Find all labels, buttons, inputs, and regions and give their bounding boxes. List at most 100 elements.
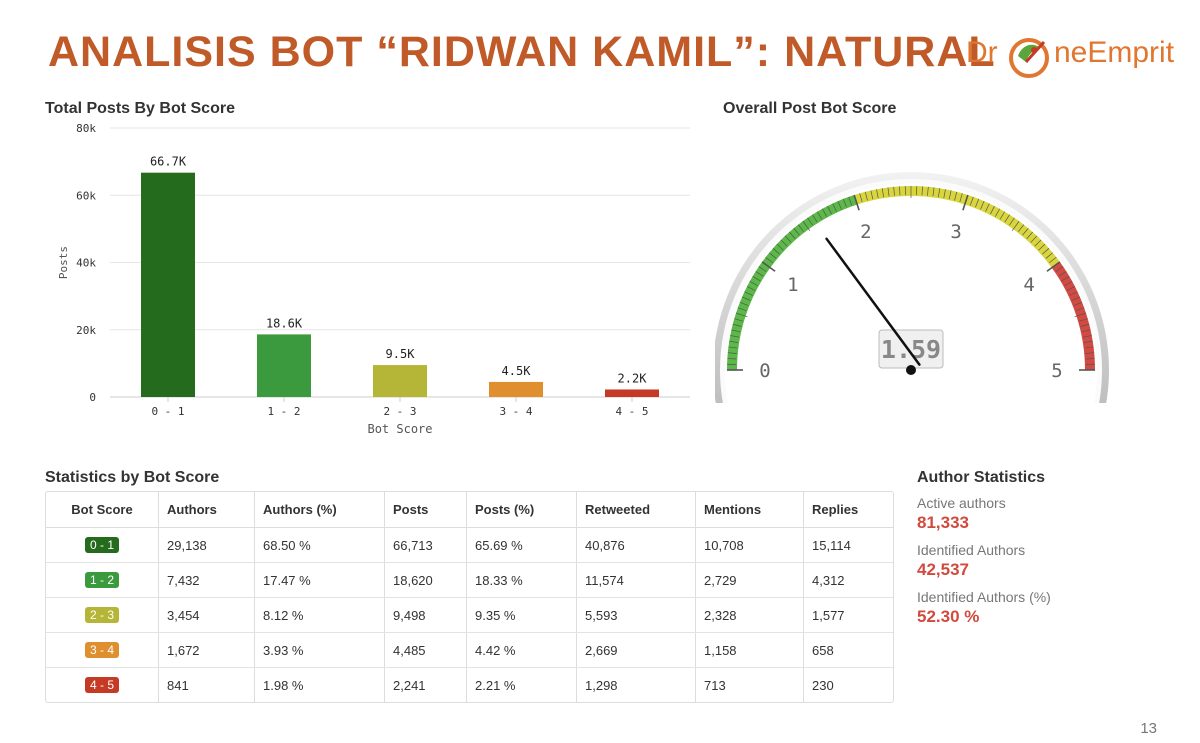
table-cell: 15,114 [803,527,893,563]
col-retweeted[interactable]: Retweeted [576,492,696,528]
gauge-tick [842,198,847,208]
gauge-tick [1069,291,1078,296]
gauge-tick [769,252,777,259]
gauge-tick-label: 3 [950,221,961,243]
gauge-value-label: 1.59 [881,335,941,364]
gauge-tick [954,191,958,201]
logo-suffix: neEmprit [1054,36,1175,69]
gauge-tick [1049,256,1057,264]
stat-value: 52.30 % [917,607,980,626]
x-axis-title: Bot Score [367,422,432,436]
gauge-tick [1071,296,1081,301]
gauge-tick [1042,248,1050,255]
gauge-tick [758,266,767,272]
gauge-tick [1073,301,1083,306]
table-cell: 17.47 % [254,562,385,598]
table-cell: 18,620 [384,562,467,598]
gauge-tick [822,208,827,217]
gauge-tick-label: 1 [787,274,798,296]
gauge-tick [827,205,832,215]
gauge-tick [744,291,753,296]
table-header-row: Bot Score Authors Authors (%) Posts Post… [46,492,893,528]
y-tick-label: 0 [89,391,96,404]
y-axis-title: Posts [57,246,70,279]
table-cell: 9.35 % [466,597,577,633]
bar-data-label: 18.6K [266,316,303,330]
col-bot-score[interactable]: Bot Score [46,492,159,528]
gauge-tick [932,187,935,197]
gauge-tick [899,186,901,196]
stat-value: 81,333 [917,513,969,532]
table-cell: 9,498 [384,597,467,633]
gauge-tick [730,335,740,338]
table-cell: 2,241 [384,667,467,702]
gauge-tick [864,191,868,201]
gauge-tick [876,189,879,199]
table-cell: 5,593 [576,597,696,633]
gauge-tick [927,186,929,196]
bar [141,172,195,397]
gauge-tick [793,228,800,236]
table-cell: 68.50 % [254,527,385,563]
col-authors-pct[interactable]: Authors (%) [254,492,385,528]
table-cell: 841 [158,667,255,702]
gauge-tick-label: 5 [1051,360,1062,382]
gauge-tick [938,188,941,198]
gauge-tick [746,286,756,291]
gauge-tick [893,186,895,196]
table-row: 3 - 4 1,672 3.93 % 4,485 4.42 % 2,669 1,158 658 [46,632,893,668]
gauge-tick [962,194,969,211]
gauge-tick [735,312,748,318]
table-cell: 7,432 [158,562,255,598]
table-row: 1 - 2 7,432 17.47 % 18,620 18.33 % 11,574 2,72… [46,562,893,598]
col-mentions[interactable]: Mentions [695,492,804,528]
gauge-tick [731,329,741,333]
stat-label: Active authors [917,495,1006,511]
slide-title: ANALISIS BOT “RIDWAN KAMIL”: NATURAL [48,28,996,76]
table-row: 4 - 5 841 1.98 % 2,241 2.21 % 1,298 713 230 [46,667,893,702]
gauge-tick [980,200,985,210]
col-posts[interactable]: Posts [384,492,467,528]
gauge-tick [1017,224,1025,232]
col-replies[interactable]: Replies [803,492,893,528]
table-cell: 29,138 [158,527,255,563]
bot-score-badge: 0 - 1 [84,537,119,553]
gauge-tick [729,340,739,343]
gauge-tick [797,224,805,232]
bot-score-cell: 0 - 1 [46,527,159,563]
gauge-tick [948,190,952,200]
x-tick-label: 0 - 1 [151,405,184,418]
gauge-tick [1009,217,1015,226]
table-cell: 713 [695,667,804,702]
bar-data-label: 9.5K [386,347,416,361]
table-cell: 10,708 [695,527,804,563]
gauge-tick [1026,231,1033,239]
table-cell: 1.98 % [254,667,385,702]
gauge-tick [1081,329,1091,333]
gauge-tick [789,231,796,239]
col-authors[interactable]: Authors [158,492,255,528]
gauge-tick [1058,271,1067,277]
gauge-tick [1034,239,1042,247]
gauge-pivot [906,365,916,375]
gauge-tick [732,323,742,327]
gauge-tick [784,235,792,243]
table-cell: 3,454 [158,597,255,633]
gauge-tick [995,208,1000,217]
bar-data-label: 2.2K [618,371,648,385]
col-posts-pct[interactable]: Posts (%) [466,492,577,528]
author-stat-identified: Identified Authors 42,537 [917,542,1025,580]
gauge-tick [727,358,737,360]
y-tick-label: 60k [76,189,96,202]
gauge-tick [985,203,990,212]
gauge-tick [739,301,749,306]
gauge-tick [755,271,764,277]
gauge-tick [1083,340,1093,343]
gauge-tick [1080,323,1090,327]
y-tick-label: 20k [76,324,96,337]
gauge-tick-label: 2 [860,221,871,243]
bot-score-badge: 4 - 5 [84,677,119,693]
gauge-tick [1084,346,1094,349]
y-tick-label: 80k [76,122,96,135]
bar-chart: 0 20k 40k 60k 80k 66.7K 0 - 1 18.6K 1 - 2 9.5K 2 -… [57,122,690,436]
